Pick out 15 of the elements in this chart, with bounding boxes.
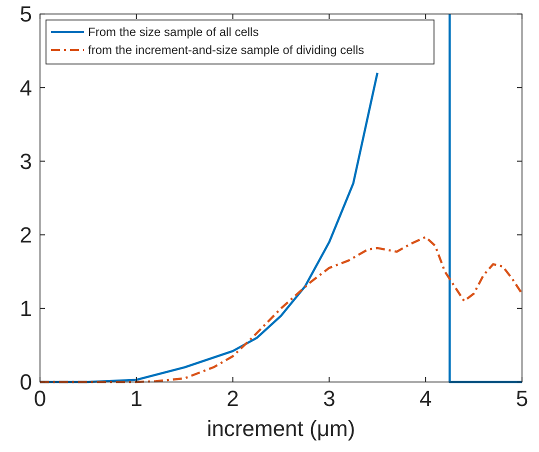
y-tick-label: 5 <box>20 2 32 27</box>
y-tick-label: 1 <box>20 296 32 322</box>
y-tick-label: 4 <box>20 75 32 100</box>
y-tick-label: 3 <box>20 148 32 174</box>
x-tick-label: 1 <box>130 386 143 411</box>
y-tick-label: 2 <box>20 222 32 248</box>
y-tick-label: 0 <box>20 370 32 395</box>
x-axis-title: increment (μm) <box>206 416 356 441</box>
legend-label: From the size sample of all cells <box>88 25 259 40</box>
x-tick-label: 4 <box>419 386 432 411</box>
x-tick-label: 3 <box>323 386 336 411</box>
legend-label: from the increment-and-size sample of dividing cells <box>88 43 364 58</box>
x-tick-label: 2 <box>226 386 239 411</box>
x-tick-label: 5 <box>516 386 528 411</box>
line-series <box>38 236 524 384</box>
